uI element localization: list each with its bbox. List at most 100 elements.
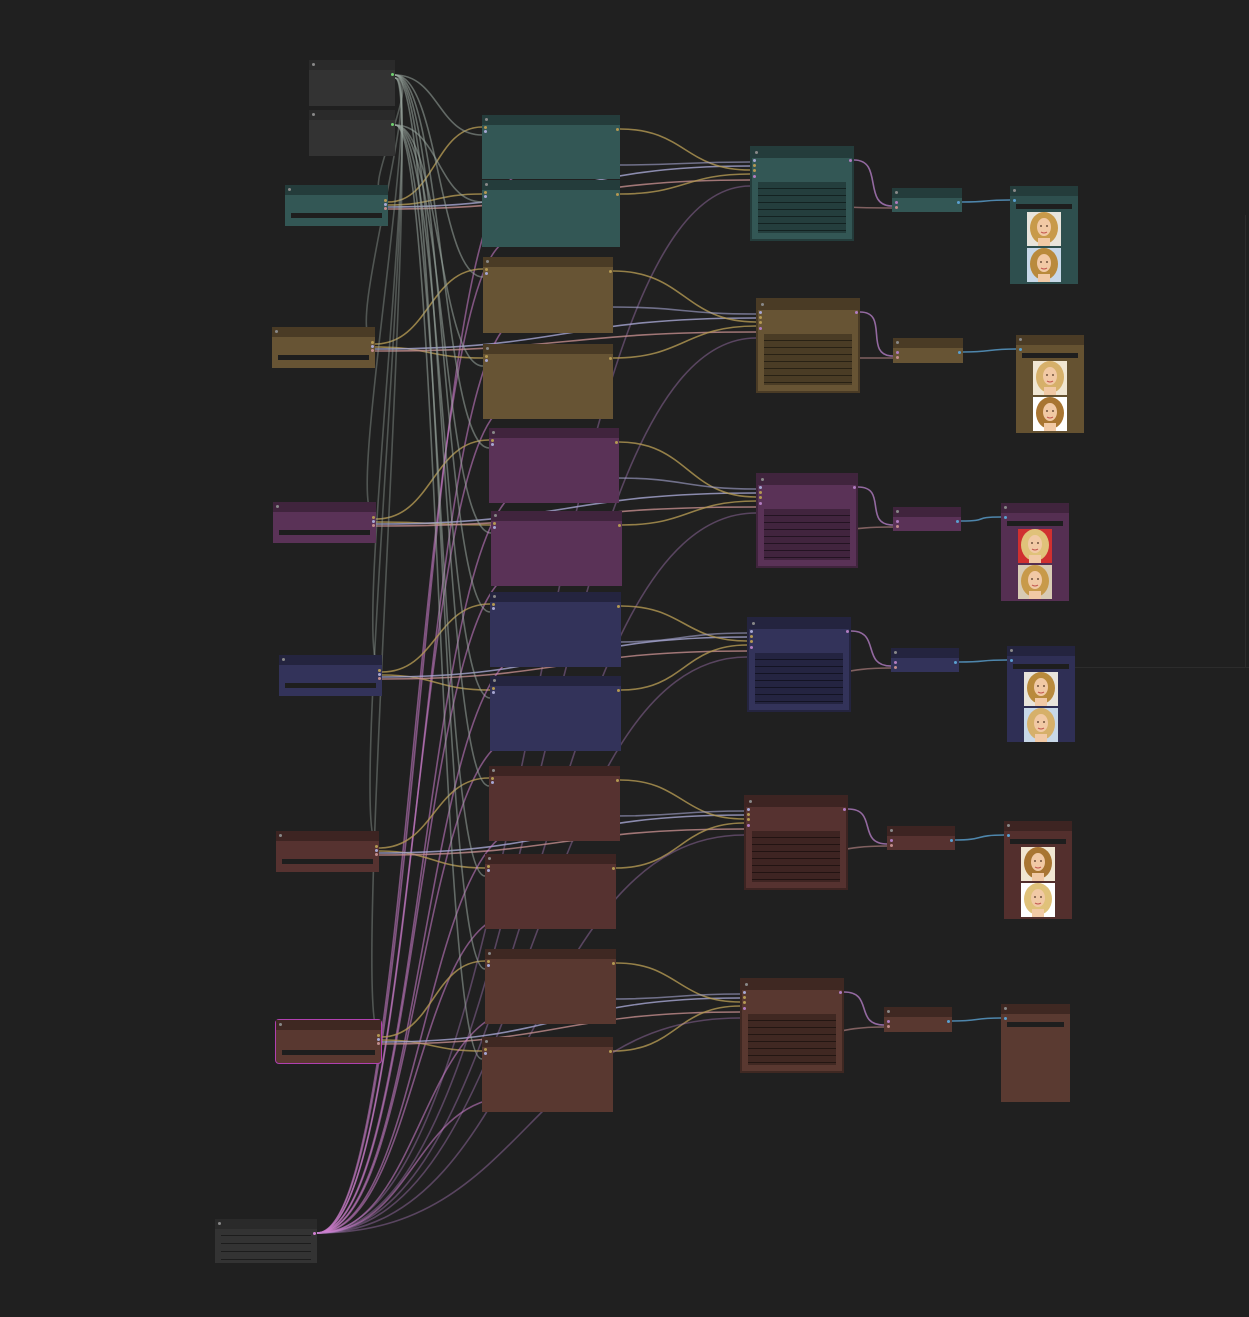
port-dot[interactable]	[617, 689, 620, 692]
collapse-dot-icon[interactable]	[312, 113, 315, 116]
purple-ksampler-node[interactable]	[756, 473, 858, 568]
port-dot[interactable]	[855, 311, 858, 314]
port-dot[interactable]	[1010, 659, 1013, 662]
port-dot[interactable]	[947, 1020, 950, 1023]
widget-row[interactable]	[764, 550, 850, 551]
widget-row[interactable]	[758, 195, 846, 196]
port-dot[interactable]	[849, 159, 852, 162]
olive-image-preview-node[interactable]	[1016, 335, 1084, 433]
port-dot[interactable]	[956, 520, 959, 523]
widget-row[interactable]	[752, 837, 840, 838]
port-dot[interactable]	[616, 128, 619, 131]
widget-row[interactable]	[758, 223, 846, 224]
collapse-dot-icon[interactable]	[218, 1222, 221, 1225]
brown-ksampler-node-header[interactable]	[746, 797, 846, 807]
port-dot[interactable]	[743, 991, 746, 994]
widget-row[interactable]	[752, 858, 840, 859]
portrait-thumbnail[interactable]	[1018, 565, 1052, 599]
collapse-dot-icon[interactable]	[1004, 506, 1007, 509]
port-dot[interactable]	[487, 869, 490, 872]
port-dot[interactable]	[484, 1048, 487, 1051]
port-dot[interactable]	[384, 203, 387, 206]
collapse-dot-icon[interactable]	[890, 829, 893, 832]
port-dot[interactable]	[617, 605, 620, 608]
port-dot[interactable]	[377, 1042, 380, 1045]
port-dot[interactable]	[747, 818, 750, 821]
widget-row[interactable]	[758, 209, 846, 210]
rust-vae-decode-node-header[interactable]	[884, 1007, 952, 1017]
port-dot[interactable]	[743, 1007, 746, 1010]
port-dot[interactable]	[491, 777, 494, 780]
port-dot[interactable]	[1004, 516, 1007, 519]
widget-row[interactable]	[748, 1062, 836, 1063]
lora-loader[interactable]	[215, 1219, 317, 1263]
widget-row[interactable]	[221, 1235, 311, 1236]
collapse-dot-icon[interactable]	[279, 1023, 282, 1026]
port-dot[interactable]	[1007, 834, 1010, 837]
port-dot[interactable]	[887, 1020, 890, 1023]
indigo-sampler-node-a-header[interactable]	[490, 592, 621, 602]
indigo-vae-decode-node[interactable]	[891, 648, 959, 672]
widget-row[interactable]	[755, 666, 843, 667]
widget-row[interactable]	[764, 536, 850, 537]
port-dot[interactable]	[371, 349, 374, 352]
port-dot[interactable]	[896, 520, 899, 523]
widget-panel[interactable]	[764, 509, 850, 560]
rust-ksampler-node-header[interactable]	[742, 980, 842, 990]
rust-sampler-node-a-header[interactable]	[485, 949, 616, 959]
widget-row[interactable]	[758, 188, 846, 189]
widget-row[interactable]	[748, 1020, 836, 1021]
brown-image-preview-node[interactable]	[1004, 821, 1072, 919]
port-dot[interactable]	[378, 669, 381, 672]
port-dot[interactable]	[612, 962, 615, 965]
port-dot[interactable]	[887, 1025, 890, 1028]
port-dot[interactable]	[375, 853, 378, 856]
teal-image-preview-node-header[interactable]	[1010, 186, 1078, 196]
port-dot[interactable]	[371, 341, 374, 344]
port-dot[interactable]	[759, 327, 762, 330]
olive-vae-decode-node[interactable]	[893, 338, 963, 363]
port-dot[interactable]	[492, 691, 495, 694]
port-dot[interactable]	[950, 839, 953, 842]
widget-row[interactable]	[755, 659, 843, 660]
port-dot[interactable]	[895, 201, 898, 204]
indigo-prompt-node-header[interactable]	[279, 655, 382, 665]
rust-image-preview-node-header[interactable]	[1001, 1004, 1070, 1014]
widget-field[interactable]	[1022, 353, 1078, 358]
port-dot[interactable]	[743, 1001, 746, 1004]
port-dot[interactable]	[753, 169, 756, 172]
teal-prompt-node-header[interactable]	[285, 185, 388, 195]
teal-vae-decode-node-header[interactable]	[892, 188, 962, 198]
port-dot[interactable]	[890, 839, 893, 842]
widget-row[interactable]	[764, 368, 852, 369]
purple-vae-decode-node-header[interactable]	[893, 507, 961, 517]
port-dot[interactable]	[759, 496, 762, 499]
widget-row[interactable]	[748, 1048, 836, 1049]
port-dot[interactable]	[890, 844, 893, 847]
collapse-dot-icon[interactable]	[492, 769, 495, 772]
port-dot[interactable]	[1019, 348, 1022, 351]
olive-sampler-node-b-header[interactable]	[483, 344, 613, 354]
indigo-vae-decode-node-header[interactable]	[891, 648, 959, 658]
checkpoint-loader-b[interactable]	[309, 110, 395, 156]
brown-sampler-node-b-header[interactable]	[485, 854, 616, 864]
collapse-dot-icon[interactable]	[761, 303, 764, 306]
widget-row[interactable]	[764, 361, 852, 362]
teal-sampler-node-a[interactable]	[482, 115, 620, 179]
port-dot[interactable]	[487, 964, 490, 967]
port-dot[interactable]	[484, 195, 487, 198]
port-dot[interactable]	[493, 526, 496, 529]
widget-row[interactable]	[764, 515, 850, 516]
port-dot[interactable]	[894, 666, 897, 669]
port-dot[interactable]	[609, 1050, 612, 1053]
widget-row[interactable]	[758, 202, 846, 203]
port-dot[interactable]	[759, 502, 762, 505]
port-dot[interactable]	[372, 516, 375, 519]
port-dot[interactable]	[616, 193, 619, 196]
widget-panel[interactable]	[752, 831, 840, 882]
widget-field[interactable]	[278, 355, 369, 360]
widget-field[interactable]	[285, 683, 376, 688]
rust-sampler-node-a[interactable]	[485, 949, 616, 1024]
purple-ksampler-node-header[interactable]	[758, 475, 856, 485]
widget-row[interactable]	[755, 694, 843, 695]
